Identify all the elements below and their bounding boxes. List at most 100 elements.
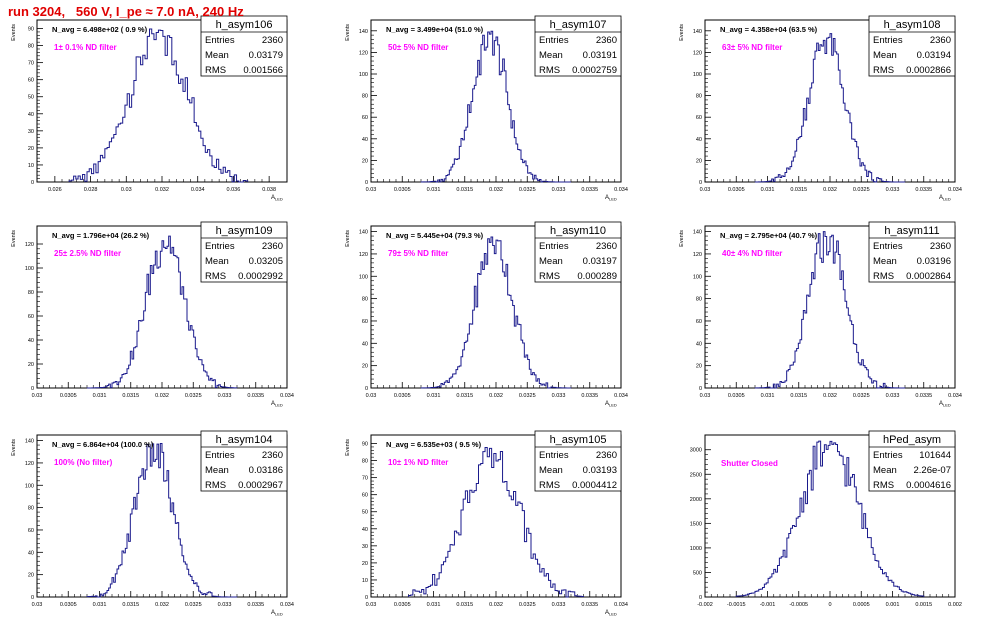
x-tick-label: 0.033 (886, 393, 900, 399)
stats-box (868, 15, 956, 77)
n-avg-label: N_avg = 2.795e+04 (40.7 %) (720, 231, 818, 240)
x-tick-label: 0.03 (366, 187, 377, 193)
x-tick-label: 0.031 (427, 187, 441, 193)
y-tick-label: 120 (359, 50, 368, 56)
y-tick-label: 120 (25, 461, 34, 467)
x-axis-title: ALED (271, 610, 283, 617)
stats-box (200, 221, 288, 283)
y-axis-title: Events (679, 230, 685, 247)
y-tick-label: 40 (28, 338, 34, 344)
y-tick-label: 40 (28, 112, 34, 118)
stats-box (534, 430, 622, 492)
stat-label: Entries (539, 450, 569, 461)
x-tick-label: 0.03 (366, 602, 377, 608)
y-tick-label: 2000 (690, 497, 702, 503)
y-tick-label: 20 (28, 573, 34, 579)
x-tick-label: 0.0315 (122, 393, 139, 399)
y-tick-label: 0 (365, 386, 368, 392)
y-tick-label: 140 (359, 29, 368, 35)
y-tick-label: 20 (28, 146, 34, 152)
x-tick-label: 0.0335 (581, 393, 598, 399)
x-tick-label: 0.034 (191, 187, 205, 193)
histogram-line (420, 236, 572, 389)
x-tick-label: 0.0305 (728, 187, 745, 193)
y-tick-label: 500 (693, 570, 702, 576)
n-avg-label: N_avg = 6.498e+02 ( 0.9 %) (52, 25, 148, 34)
histogram-name: h_asym107 (550, 19, 607, 31)
stat-value: 0.03194 (917, 50, 951, 61)
x-tick-label: 0.034 (614, 393, 628, 399)
y-tick-label: 120 (693, 50, 702, 56)
x-axis-title: ALED (271, 401, 283, 408)
n-avg-label: N_avg = 1.796e+04 (26.2 %) (52, 231, 150, 240)
y-tick-label: 20 (362, 158, 368, 164)
x-tick-label: 0.0335 (247, 602, 264, 608)
x-tick-label: 0.0335 (915, 393, 932, 399)
y-axis-title: Events (345, 230, 351, 247)
histogram-name: h_asym104 (216, 434, 273, 446)
y-tick-label: 40 (696, 137, 702, 143)
x-tick-label: 0.0305 (60, 393, 77, 399)
y-tick-label: 120 (25, 242, 34, 248)
x-tick-label: -0.001 (760, 602, 776, 608)
x-tick-label: 0.0335 (915, 187, 932, 193)
x-tick-label: 0.032 (823, 393, 837, 399)
y-tick-label: 50 (362, 510, 368, 516)
x-axis-title: ALED (605, 401, 617, 408)
x-tick-label: 0.03 (700, 393, 711, 399)
y-tick-label: 50 (28, 95, 34, 101)
stat-label: Entries (205, 241, 235, 252)
stats-box (200, 15, 288, 77)
histogram-line (735, 440, 925, 597)
x-tick-label: 0.001 (886, 602, 900, 608)
y-axis-title: Events (11, 439, 17, 456)
y-tick-label: 70 (28, 61, 34, 67)
y-tick-label: 100 (359, 274, 368, 280)
stats-box (534, 221, 622, 283)
y-tick-label: 70 (362, 476, 368, 482)
y-tick-label: 140 (693, 29, 702, 35)
x-tick-label: 0.002 (948, 602, 962, 608)
y-tick-label: 60 (362, 319, 368, 325)
y-tick-label: 1500 (690, 521, 702, 527)
stat-value: 0.03197 (583, 256, 617, 267)
x-axis-title: ALED (271, 195, 283, 202)
x-tick-label: 0.033 (218, 602, 232, 608)
y-tick-label: 10 (28, 163, 34, 169)
x-tick-label: 0.0305 (394, 393, 411, 399)
histogram-line (754, 231, 906, 389)
y-tick-label: 60 (362, 115, 368, 121)
histogram-line (86, 442, 238, 598)
stat-value: 0.0004616 (906, 480, 951, 491)
x-tick-label: 0.0325 (185, 602, 202, 608)
stat-value: 0.03179 (249, 50, 283, 61)
x-tick-label: 0.033 (552, 187, 566, 193)
y-tick-label: 80 (696, 94, 702, 100)
y-axis-title: Events (345, 24, 351, 41)
stat-label: RMS (205, 480, 226, 491)
y-tick-label: 0 (365, 180, 368, 186)
x-tick-label: 0.031 (427, 602, 441, 608)
x-tick-label: 0.034 (280, 602, 294, 608)
x-tick-label: 0.038 (262, 187, 276, 193)
histogram-name: h_asym109 (216, 225, 273, 237)
y-tick-label: 40 (362, 341, 368, 347)
x-tick-label: 0.036 (227, 187, 241, 193)
y-tick-label: 60 (28, 314, 34, 320)
x-axis-title: ALED (605, 610, 617, 617)
y-tick-label: 100 (693, 274, 702, 280)
y-tick-label: 100 (693, 72, 702, 78)
y-tick-label: 60 (28, 528, 34, 534)
y-tick-label: 3000 (690, 448, 702, 454)
stat-label: Mean (539, 50, 563, 61)
x-tick-label: 0.0325 (519, 602, 536, 608)
y-tick-label: 0 (31, 180, 34, 186)
n-avg-label: N_avg = 6.535e+03 ( 9.5 %) (386, 440, 482, 449)
y-axis-title: Events (11, 24, 17, 41)
x-tick-label: 0.034 (948, 187, 962, 193)
filter-annotation: 40± 4% ND filter (722, 249, 782, 258)
x-tick-label: 0.033 (552, 602, 566, 608)
stat-value: 0.03196 (917, 256, 951, 267)
x-tick-label: 0.0315 (456, 602, 473, 608)
